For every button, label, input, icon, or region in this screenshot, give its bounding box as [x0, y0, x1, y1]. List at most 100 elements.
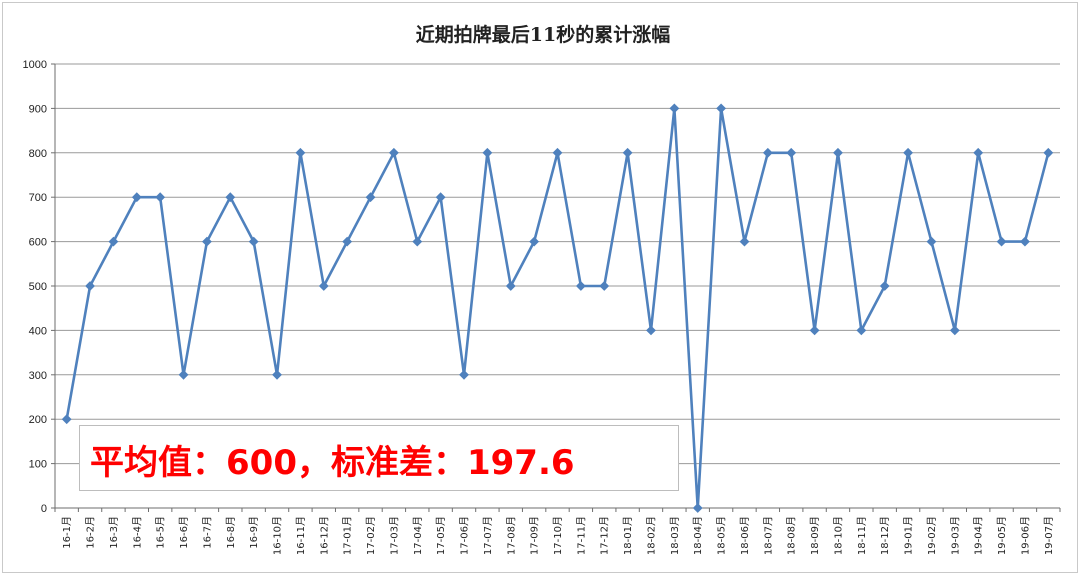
data-point: [833, 147, 843, 158]
data-point: [295, 147, 306, 158]
x-tick-label: 16-8月: [225, 516, 237, 549]
data-point: [85, 281, 95, 291]
x-tick-label: 17-05月: [435, 516, 447, 555]
y-tick-label: 600: [29, 237, 47, 249]
data-point: [903, 147, 913, 158]
x-tick-label: 18-12月: [879, 516, 891, 555]
line-chart: 近期拍牌最后11秒的累计涨幅 0 100 200 300 400 500 600 700 800…: [23, 23, 1061, 555]
data-point: [155, 192, 166, 203]
x-tick-label: 16-7月: [201, 516, 213, 549]
y-tick-label: 100: [29, 459, 47, 471]
y-tick-label: 800: [29, 148, 47, 160]
x-tick-label: 18-09月: [809, 516, 821, 555]
data-point: [669, 103, 680, 114]
data-point: [131, 192, 142, 203]
series: [61, 103, 1054, 513]
x-tick-label: 18-06月: [739, 516, 751, 555]
x-tick-label: 18-07月: [762, 516, 774, 555]
x-tick-label: 18-03月: [669, 516, 681, 555]
x-tick-label: 16-10月: [272, 516, 284, 555]
x-tick-label: 19-02月: [926, 516, 938, 555]
x-tick-label: 18-02月: [645, 516, 657, 555]
x-tick-label: 17-08月: [505, 516, 517, 555]
x-tick-label: 16-9月: [248, 516, 260, 549]
x-tick-label: 18-05月: [716, 516, 728, 555]
data-point: [318, 281, 329, 291]
data-point: [202, 236, 212, 247]
y-tick-label: 900: [29, 103, 47, 115]
y-tick-label: 0: [41, 503, 47, 515]
data-point: [365, 192, 376, 203]
x-tick-label: 16-3月: [108, 516, 120, 549]
data-point: [225, 192, 236, 203]
data-point: [505, 281, 516, 291]
x-tick-label: 17-03月: [388, 516, 400, 555]
axes: [51, 63, 1061, 512]
data-point: [412, 236, 423, 247]
x-tick-label: 17-04月: [412, 516, 424, 555]
data-point: [856, 325, 867, 336]
data-point: [973, 147, 984, 158]
data-point: [61, 414, 72, 425]
data-point: [809, 325, 820, 336]
data-point: [762, 147, 773, 158]
data-point: [388, 147, 399, 158]
x-tick-label: 18-08月: [786, 516, 798, 555]
stats-annotation-text: 平均值：600，标准差：197.6: [90, 443, 575, 483]
data-point: [692, 503, 703, 513]
x-tick-label: 19-04月: [973, 516, 985, 555]
data-point: [482, 147, 493, 158]
x-tick-label: 16-11月: [295, 516, 307, 555]
x-tick-label: 17-10月: [552, 516, 564, 555]
chart-title: 近期拍牌最后11秒的累计涨幅: [416, 23, 670, 46]
data-point: [552, 147, 563, 158]
data-point: [949, 325, 960, 336]
x-tick-label: 17-07月: [482, 516, 494, 555]
x-tick-label: 16-1月: [61, 516, 73, 549]
data-point: [108, 236, 119, 247]
data-point: [646, 325, 656, 336]
data-point: [342, 236, 353, 247]
x-tick-label: 17-09月: [529, 516, 541, 555]
x-tick-label: 17-01月: [342, 516, 354, 555]
data-point: [716, 103, 727, 114]
data-point: [272, 369, 282, 380]
data-point: [879, 281, 890, 291]
x-tick-label: 18-10月: [832, 516, 844, 555]
x-tick-label: 17-06月: [459, 516, 471, 555]
x-tick-label: 19-06月: [1019, 516, 1031, 555]
grid-lines: [55, 63, 1060, 465]
x-tick-labels: 16-1月 16-2月 16-3月 16-4月 16-5月 16-6月 16-7月 16-8月…: [61, 516, 1055, 555]
data-point: [178, 369, 189, 380]
stats-annotation-box: 平均值：600，标准差：197.6: [79, 425, 679, 491]
x-tick-label: 19-05月: [996, 516, 1008, 555]
x-tick-label: 19-01月: [903, 516, 915, 555]
x-tick-label: 17-02月: [365, 516, 377, 555]
data-point: [739, 236, 750, 247]
x-tick-label: 17-12月: [599, 516, 611, 555]
x-tick-label: 18-11月: [856, 516, 868, 555]
x-tick-label: 18-01月: [622, 516, 634, 555]
data-point: [786, 147, 797, 158]
data-point: [435, 192, 446, 203]
y-tick-label: 400: [29, 325, 47, 337]
data-point: [529, 236, 540, 247]
x-tick-label: 18-04月: [692, 516, 704, 555]
data-point: [599, 281, 610, 291]
x-tick-label: 17-11月: [575, 516, 587, 555]
y-tick-label: 200: [29, 414, 47, 426]
x-tick-label: 19-03月: [949, 516, 961, 555]
data-point: [996, 236, 1007, 247]
x-tick-label: 16-6月: [178, 516, 190, 549]
x-tick-label: 16-2月: [85, 516, 97, 549]
y-tick-labels: 0 100 200 300 400 500 600 700 800 900 1000: [23, 59, 47, 515]
x-tick-label: 16-4月: [131, 516, 143, 549]
y-tick-label: 300: [29, 370, 47, 382]
data-point: [1043, 147, 1054, 158]
data-point: [459, 369, 469, 380]
x-tick-label: 16-12月: [318, 516, 330, 555]
data-point: [575, 281, 586, 291]
x-tick-label: 16-5月: [155, 516, 167, 549]
data-point: [622, 147, 633, 158]
